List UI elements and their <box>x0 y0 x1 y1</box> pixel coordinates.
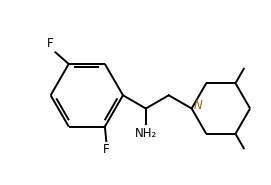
Text: F: F <box>103 143 109 156</box>
Text: N: N <box>194 99 203 112</box>
Text: NH₂: NH₂ <box>135 127 157 139</box>
Text: F: F <box>47 37 54 50</box>
